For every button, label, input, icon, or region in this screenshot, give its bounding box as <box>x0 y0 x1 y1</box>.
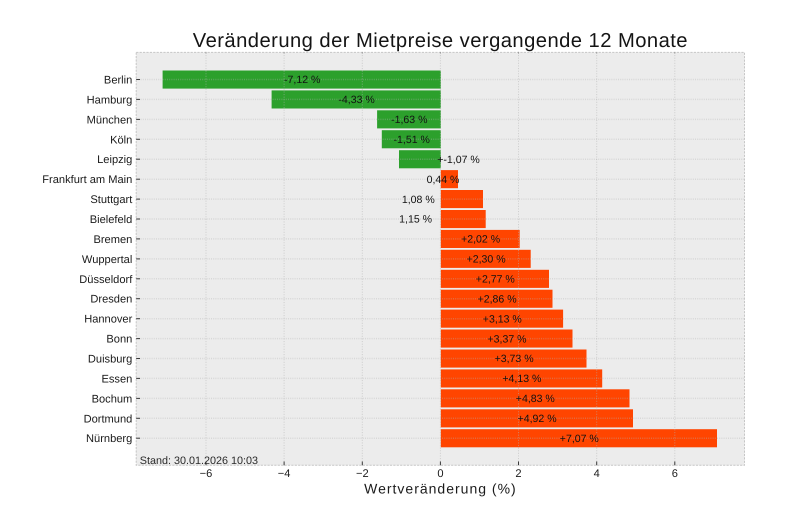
svg-text:6: 6 <box>672 468 678 480</box>
svg-text:1,15 %: 1,15 % <box>399 214 432 226</box>
svg-text:+7,07 %: +7,07 % <box>560 433 599 445</box>
svg-text:+4,92 %: +4,92 % <box>518 413 557 425</box>
svg-text:-4,33 %: -4,33 % <box>338 94 374 106</box>
svg-text:−2: −2 <box>356 468 369 480</box>
svg-text:Bochum: Bochum <box>92 393 133 405</box>
svg-text:Veränderung der Mietpreise ver: Veränderung der Mietpreise vergangende 1… <box>193 30 688 52</box>
svg-text:+2,77 %: +2,77 % <box>476 274 515 286</box>
svg-text:0: 0 <box>437 468 443 480</box>
svg-text:4: 4 <box>594 468 600 480</box>
svg-text:Bielefeld: Bielefeld <box>90 214 133 226</box>
svg-text:1,08 %: 1,08 % <box>402 194 435 206</box>
svg-text:+4,13 %: +4,13 % <box>502 373 541 385</box>
svg-text:Wuppertal: Wuppertal <box>82 254 132 266</box>
svg-text:+4,83 %: +4,83 % <box>516 393 555 405</box>
svg-text:+2,02 %: +2,02 % <box>461 234 500 246</box>
svg-text:Leipzig: Leipzig <box>97 154 132 166</box>
svg-text:-7,12 %: -7,12 % <box>284 74 320 86</box>
svg-text:Stand: 30.01.2026 10:03: Stand: 30.01.2026 10:03 <box>140 455 258 467</box>
svg-text:Köln: Köln <box>110 134 132 146</box>
svg-text:−6: −6 <box>200 468 213 480</box>
svg-text:Wertveränderung (%): Wertveränderung (%) <box>364 481 517 497</box>
svg-text:−4: −4 <box>278 468 291 480</box>
svg-text:Stuttgart: Stuttgart <box>90 194 132 206</box>
svg-text:+3,13 %: +3,13 % <box>483 313 522 325</box>
svg-text:+3,73 %: +3,73 % <box>495 353 534 365</box>
svg-text:München: München <box>87 114 133 126</box>
svg-text:Hannover: Hannover <box>84 314 132 326</box>
svg-text:Nürnberg: Nürnberg <box>86 433 132 445</box>
svg-text:Essen: Essen <box>101 373 132 385</box>
svg-text:Frankfurt am Main: Frankfurt am Main <box>42 174 132 186</box>
svg-text:Dortmund: Dortmund <box>84 413 133 425</box>
svg-text:Düsseldorf: Düsseldorf <box>79 274 133 286</box>
svg-text:Dresden: Dresden <box>90 294 132 306</box>
svg-text:Bonn: Bonn <box>106 334 132 346</box>
svg-text:Duisburg: Duisburg <box>88 354 132 366</box>
svg-text:Bremen: Bremen <box>93 234 132 246</box>
svg-text:0,44 %: 0,44 % <box>427 174 460 186</box>
svg-text:Berlin: Berlin <box>104 75 132 87</box>
svg-text:-1,51 %: -1,51 % <box>394 134 430 146</box>
svg-text:+-1,07 %: +-1,07 % <box>437 154 480 166</box>
svg-text:+2,30 %: +2,30 % <box>467 254 506 266</box>
svg-text:+3,37 %: +3,37 % <box>488 333 527 345</box>
svg-text:Hamburg: Hamburg <box>87 94 133 106</box>
svg-text:+2,86 %: +2,86 % <box>478 293 517 305</box>
svg-text:2: 2 <box>515 468 521 480</box>
svg-text:-1,63 %: -1,63 % <box>391 114 427 126</box>
